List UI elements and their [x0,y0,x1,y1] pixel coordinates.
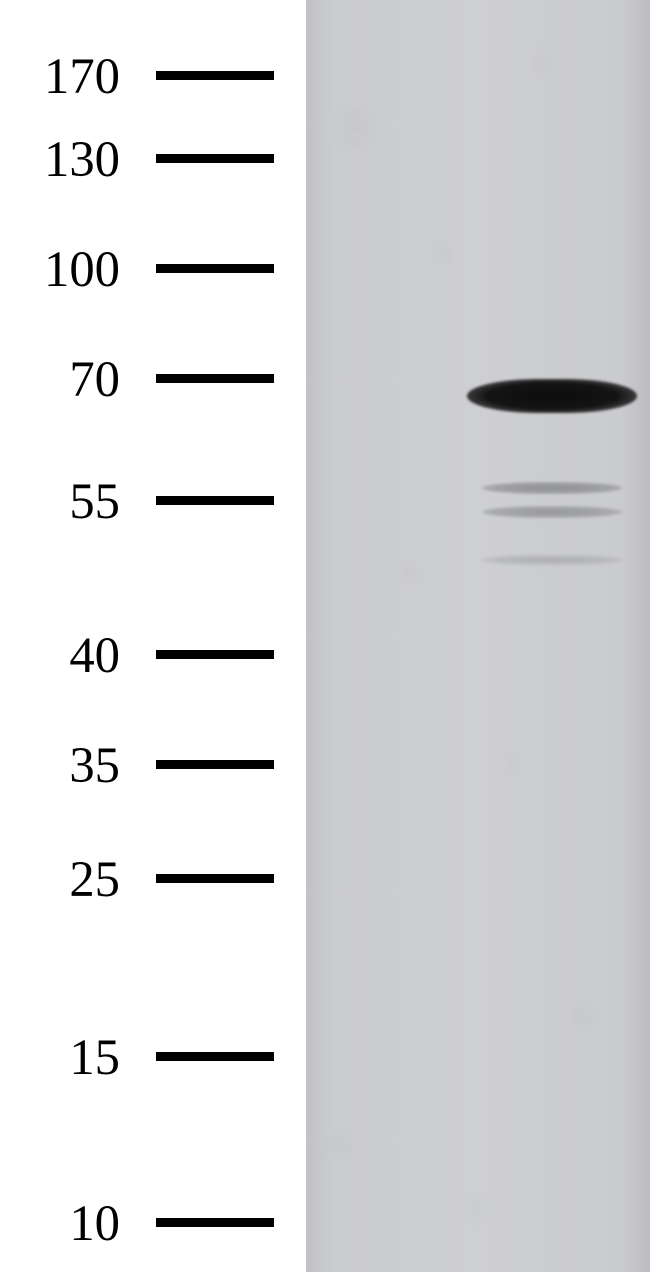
ladder-label-15: 15 [69,1032,120,1083]
ladder-label-35: 35 [69,740,120,791]
ladder-tick-55 [156,496,274,505]
ladder-label-170: 170 [44,51,120,102]
ladder-label-40: 40 [69,630,120,681]
blot-membrane [306,0,650,1272]
ladder-label-10: 10 [69,1198,120,1249]
ladder-tick-100 [156,264,274,273]
ladder-tick-15 [156,1052,274,1061]
ladder-label-100: 100 [44,244,120,295]
ladder-tick-25 [156,874,274,883]
ladder-tick-40 [156,650,274,659]
main-band [467,379,637,413]
ladder-tick-35 [156,760,274,769]
blot-noise [306,0,650,1272]
ladder-label-25: 25 [69,854,120,905]
ladder-tick-170 [156,71,274,80]
ladder-label-70: 70 [69,354,120,405]
ladder-tick-70 [156,374,274,383]
ladder-label-55: 55 [69,476,120,527]
sub-band-3 [482,555,622,565]
ladder-tick-10 [156,1218,274,1227]
ladder-tick-130 [156,154,274,163]
ladder-label-130: 130 [44,134,120,185]
western-blot-figure: { "figure": { "width_px": 650, "height_p… [0,0,650,1273]
sub-band-2 [482,506,622,518]
sub-band-1 [482,482,622,494]
